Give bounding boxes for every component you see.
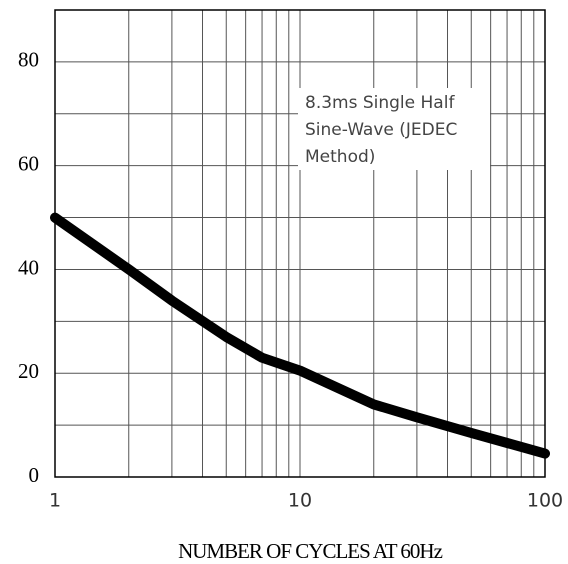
marks (50, 212, 550, 459)
y-tick-label: 0 (29, 463, 40, 487)
data-line (50, 212, 550, 459)
annotation-line: Sine-Wave (JEDEC (305, 120, 457, 140)
labels: 1 10 100 0 20 40 60 80 8.3ms Single Half Sine-Wav… (18, 48, 563, 512)
y-tick-label: 20 (18, 359, 39, 383)
y-tick-label: 60 (18, 151, 39, 175)
x-axis-label: NUMBER OF CYCLES AT 60Hz (178, 539, 442, 563)
grid (54, 10, 546, 478)
y-tick-label: 40 (18, 255, 39, 279)
x-tick-label: 10 (288, 490, 312, 512)
x-tick-label: 1 (49, 490, 61, 512)
annotation-line: Method) (305, 147, 375, 167)
x-tick-label: 100 (527, 490, 563, 512)
plot-frame (54, 9, 546, 478)
annotation-box (298, 88, 490, 170)
y-tick-label: 80 (18, 48, 39, 72)
annotation-line: 8.3ms Single Half (305, 93, 455, 113)
